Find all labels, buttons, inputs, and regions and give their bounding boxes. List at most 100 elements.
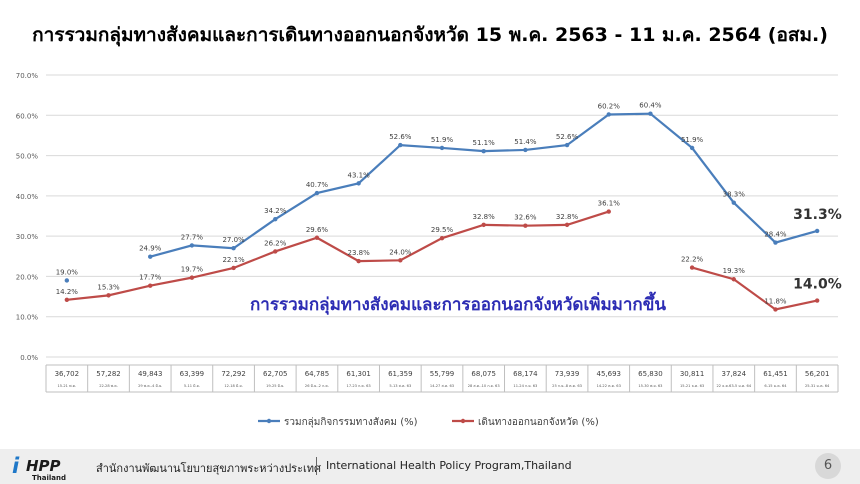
org-name-english: International Health Policy Program,Thai… [326, 459, 572, 472]
data-point [65, 298, 69, 302]
data-point [690, 146, 694, 150]
logo-text: HPP [26, 457, 61, 475]
data-label: 19.3% [723, 267, 746, 275]
data-label: 31.3% [793, 207, 842, 223]
page-number-badge: 6 [815, 453, 841, 479]
series-line [67, 212, 609, 300]
x-tick-label: 25 ก.ย.-8 ต.ค. 63 [552, 384, 582, 388]
data-label: 27.0% [222, 236, 245, 244]
x-tick-label: 5-11 มิ.ย. [184, 384, 200, 388]
y-tick-label: 60.0% [16, 112, 39, 120]
y-tick-label: 40.0% [16, 193, 39, 201]
x-tick-label: 5-13 ส.ค. 63 [389, 384, 411, 388]
sample-size-label: 73,939 [555, 370, 580, 378]
data-label: 19.7% [181, 266, 204, 274]
data-point [190, 275, 194, 279]
data-label: 24.0% [389, 248, 412, 256]
sample-size-label: 72,292 [221, 370, 246, 378]
data-point [106, 293, 110, 297]
data-point [732, 201, 736, 205]
sample-size-label: 56,201 [805, 370, 830, 378]
data-label: 15.3% [97, 283, 120, 291]
data-label: 32.8% [556, 213, 579, 221]
y-tick-label: 10.0% [16, 314, 39, 322]
data-point [773, 240, 777, 244]
x-tick-label: 22 ธ.ค.63-5 ม.ค. 64 [716, 384, 751, 388]
sample-size-label: 30,811 [680, 370, 705, 378]
legend-label: รวมกลุ่มกิจกรรมทางสังคม (%) [284, 417, 418, 428]
data-label: 32.6% [514, 214, 537, 222]
data-point [732, 277, 736, 281]
data-label: 52.6% [556, 133, 579, 141]
y-tick-label: 30.0% [16, 233, 39, 241]
y-tick-label: 50.0% [16, 153, 39, 161]
sample-size-label: 61,451 [763, 370, 788, 378]
data-point [148, 254, 152, 258]
data-point [356, 181, 360, 185]
footer-divider [316, 457, 317, 475]
data-label: 60.4% [639, 102, 662, 110]
sample-size-label: 45,693 [596, 370, 621, 378]
data-label: 36.1% [598, 200, 621, 208]
data-label: 23.8% [348, 249, 371, 257]
data-label: 60.2% [598, 102, 621, 110]
data-point [565, 223, 569, 227]
sample-size-label: 55,799 [430, 370, 455, 378]
data-label: 40.7% [306, 181, 329, 189]
x-tick-label: 29 พ.ค.-4 มิ.ย. [138, 384, 162, 388]
data-label: 28.4% [764, 231, 787, 239]
data-point [190, 243, 194, 247]
data-point [148, 283, 152, 287]
data-point [273, 217, 277, 221]
data-label: 38.3% [723, 191, 746, 199]
data-point [398, 143, 402, 147]
sample-size-label: 68,075 [471, 370, 496, 378]
data-label: 17.7% [139, 274, 162, 282]
data-point [231, 266, 235, 270]
data-label: 11.8% [764, 297, 787, 305]
footer-bar: i HPP Thailand สำนักงานพัฒนานโยบายสุขภาพ… [0, 449, 860, 484]
data-label: 14.0% [793, 277, 842, 293]
data-label: 22.1% [222, 256, 245, 264]
data-label: 51.9% [681, 136, 704, 144]
y-tick-label: 0.0% [20, 354, 38, 362]
data-point [690, 265, 694, 269]
sample-size-label: 61,359 [388, 370, 413, 378]
data-label: 51.9% [431, 136, 454, 144]
x-tick-label: 6-15 ม.ค. 64 [764, 384, 787, 388]
data-label: 14.2% [56, 288, 79, 296]
data-label: 52.6% [389, 133, 412, 141]
sample-size-label: 37,824 [722, 370, 747, 378]
data-point [398, 258, 402, 262]
data-label: 24.9% [139, 245, 162, 253]
chart-annotation: การรวมกลุ่มทางสังคมและการออกนอกจังหวัดเพ… [250, 291, 666, 315]
sample-size-label: 61,301 [346, 370, 371, 378]
x-tick-label: 25-31 ม.ค. 64 [805, 384, 830, 388]
data-label: 26.2% [264, 239, 287, 247]
data-point [607, 209, 611, 213]
data-point [607, 112, 611, 116]
logo-subtext: Thailand [32, 474, 66, 482]
x-tick-label: 15-21 พ.ค. [58, 384, 77, 388]
x-tick-label: 15-21 ธ.ค. 63 [680, 384, 704, 388]
org-name-thai: สำนักงานพัฒนานโยบายสุขภาพระหว่างประเทศ [96, 459, 321, 477]
sample-size-label: 65,830 [638, 370, 663, 378]
data-point [481, 149, 485, 153]
y-tick-label: 20.0% [16, 273, 39, 281]
legend-marker [267, 419, 271, 423]
x-tick-label: 15-30 พ.ย. 63 [638, 384, 662, 388]
x-tick-label: 19-25 มิ.ย. [266, 384, 284, 388]
sample-size-label: 68,174 [513, 370, 538, 378]
data-point [356, 259, 360, 263]
x-tick-label: 26 มิ.ย.-2 ก.ค. [305, 384, 329, 388]
data-point [231, 246, 235, 250]
data-point [440, 236, 444, 240]
ihpp-logo: i HPP Thailand [12, 456, 76, 482]
data-label: 34.2% [264, 207, 287, 215]
data-label: 22.2% [681, 256, 704, 264]
sample-size-label: 63,399 [180, 370, 205, 378]
x-tick-label: 12-18 มิ.ย. [224, 384, 242, 388]
data-point [523, 223, 527, 227]
x-tick-label: 14-27 ส.ค. 63 [430, 384, 454, 388]
data-label: 43.1% [348, 171, 371, 179]
